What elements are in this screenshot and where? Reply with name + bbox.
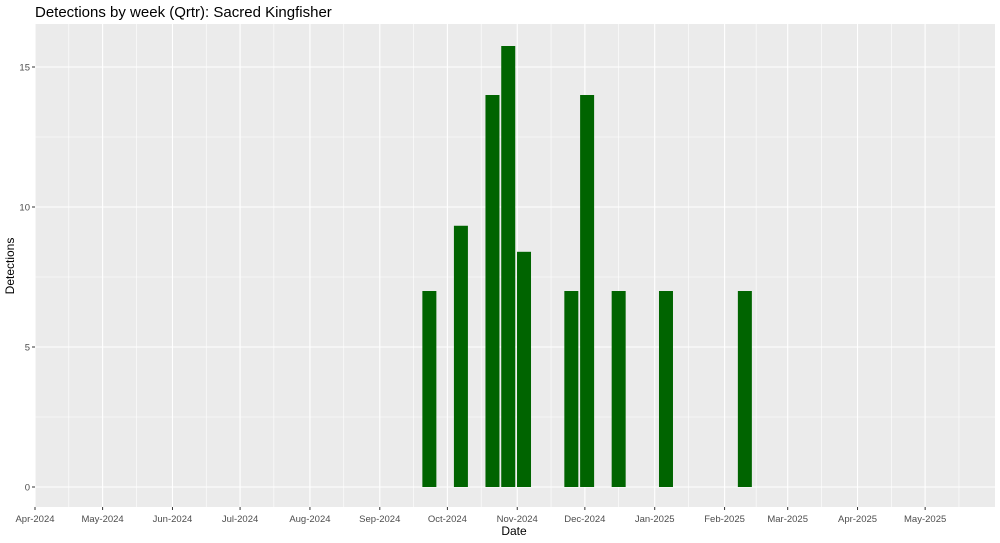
x-tick-label: Dec-2024 [564,514,605,525]
bar [501,46,516,487]
x-axis-label: Date [501,524,527,538]
bar [453,225,468,487]
bar [517,251,532,487]
bars [422,46,752,487]
x-tick-label: Jul-2024 [222,514,258,525]
y-tick-label: 5 [25,343,30,354]
grid-lines [34,24,995,507]
y-tick-label: 10 [19,203,30,214]
x-tick-label: Jan-2025 [635,514,675,525]
x-axis-ticks: Apr-2024 May-2024 Jun-2024 Jul-2024 Aug-2024… [15,507,946,525]
x-tick-label: May-2024 [81,514,123,525]
x-tick-label: May-2025 [904,514,946,525]
y-tick-label: 15 [19,63,30,74]
bar [737,291,752,487]
x-tick-label: Oct-2024 [428,514,467,525]
bar [580,95,595,487]
x-tick-label: Jun-2024 [153,514,193,525]
x-tick-label: Mar-2025 [767,514,808,525]
bar [422,291,437,487]
bar [658,291,673,487]
bar [564,291,579,487]
x-tick-label: Sep-2024 [359,514,400,525]
x-tick-label: Nov-2024 [497,514,538,525]
y-axis-ticks: 0 5 10 15 [19,63,35,494]
y-axis-label: Detections [3,238,17,295]
bar [485,95,500,487]
chart-title: Detections by week (Qrtr): Sacred Kingfi… [35,4,332,21]
x-tick-label: Feb-2025 [704,514,745,525]
x-tick-label: Aug-2024 [289,514,330,525]
x-tick-label: Apr-2024 [15,514,54,525]
y-tick-label: 0 [25,483,30,494]
x-tick-label: Apr-2025 [838,514,877,525]
bar [611,291,626,487]
